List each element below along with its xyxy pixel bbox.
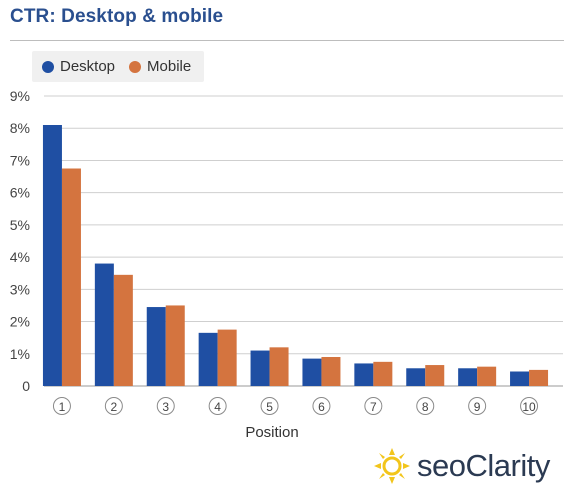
x-tick-label: 7	[370, 400, 377, 414]
x-tick-label: 10	[522, 400, 536, 414]
x-tick-circle	[52, 397, 71, 415]
chart-title: CTR: Desktop & mobile	[10, 6, 224, 27]
bar-desktop	[302, 358, 322, 386]
x-tick-circle	[156, 397, 175, 415]
legend: Desktop Mobile	[32, 51, 204, 82]
bar-mobile	[477, 366, 497, 386]
y-tick-label: 3%	[10, 281, 30, 297]
x-tick-label: 5	[266, 400, 273, 414]
x-tick-label: 8	[422, 400, 429, 414]
y-tick-label: 5%	[10, 217, 30, 233]
bar-mobile	[425, 365, 445, 386]
bar-desktop	[406, 368, 426, 386]
x-tick-label: 6	[318, 400, 325, 414]
x-tick-circle	[364, 397, 383, 415]
bar-mobile	[165, 305, 185, 386]
y-tick-label: 0	[22, 378, 30, 394]
bar-mobile	[269, 347, 289, 386]
legend-item-desktop: Desktop	[42, 58, 115, 75]
legend-swatch-mobile	[129, 60, 142, 73]
x-tick-label: 4	[214, 400, 221, 414]
legend-label-desktop: Desktop	[60, 58, 116, 75]
x-tick-circle	[416, 397, 435, 415]
y-tick-label: 9%	[10, 88, 30, 104]
x-tick-label: 3	[162, 400, 169, 414]
bar-desktop	[458, 368, 478, 386]
bar-desktop	[250, 350, 270, 386]
x-tick-circle	[468, 397, 487, 415]
y-tick-label: 7%	[10, 152, 30, 168]
sun-icon	[374, 448, 410, 484]
bar-mobile	[113, 274, 133, 386]
y-tick-label: 1%	[10, 346, 30, 362]
x-tick-circle	[520, 397, 539, 415]
bar-desktop	[94, 263, 114, 386]
y-tick-label: 6%	[10, 185, 30, 201]
bar-mobile	[217, 329, 237, 386]
x-tick-circle	[312, 397, 331, 415]
logo-text: seoClarity	[417, 448, 550, 483]
y-tick-label: 4%	[10, 249, 30, 265]
x-tick-label: 2	[111, 400, 118, 414]
bar-desktop	[42, 125, 62, 386]
x-tick-label: 1	[59, 400, 66, 414]
bar-desktop	[510, 371, 530, 386]
seoclarity-logo: seoClarity	[373, 444, 573, 488]
legend-swatch-desktop	[42, 60, 54, 73]
x-tick-circle	[208, 397, 227, 415]
bar-mobile	[373, 361, 393, 386]
x-tick-circle	[104, 397, 123, 415]
title-divider	[10, 40, 564, 41]
legend-label-mobile: Mobile	[147, 58, 192, 75]
bar-desktop	[146, 307, 166, 386]
y-tick-label: 2%	[10, 314, 30, 330]
bar-desktop	[198, 332, 218, 386]
bar-mobile	[61, 168, 81, 386]
x-axis-label: Position	[245, 424, 298, 441]
bar-desktop	[354, 363, 374, 386]
bar-mobile	[529, 369, 549, 386]
x-tick-label: 9	[474, 400, 481, 414]
bar-mobile	[321, 357, 341, 386]
y-tick-label: 8%	[10, 120, 30, 136]
legend-item-mobile: Mobile	[129, 58, 191, 75]
x-tick-circle	[260, 397, 279, 415]
